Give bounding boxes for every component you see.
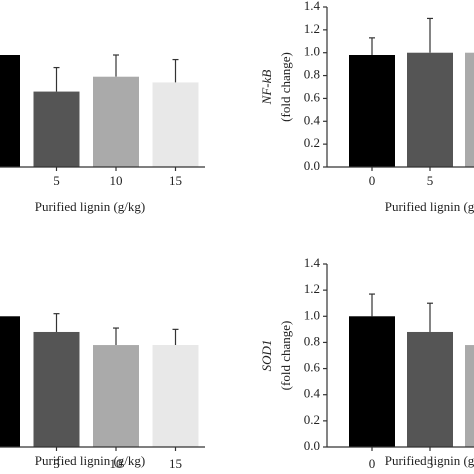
y-axis-label: (fold change) xyxy=(278,52,293,122)
y-axis-label: SOD1 xyxy=(259,340,274,372)
bar xyxy=(349,316,395,447)
x-axis-label: Purified lignin (g/kg) xyxy=(35,199,146,214)
bar xyxy=(0,55,20,167)
y-tick-label: 1.0 xyxy=(304,307,320,322)
y-tick-label: 0.0 xyxy=(304,158,320,173)
x-tick-label: 0 xyxy=(369,456,376,471)
y-tick-label: 1.4 xyxy=(304,255,321,270)
x-tick-label: 5 xyxy=(53,173,60,188)
bar xyxy=(93,76,139,167)
y-tick-label: 0.6 xyxy=(304,360,321,375)
bar xyxy=(407,331,453,447)
bar xyxy=(349,55,395,167)
y-tick-label: 0.2 xyxy=(304,135,320,150)
bar xyxy=(0,316,20,447)
x-tick-label: 5 xyxy=(427,456,434,471)
y-tick-label: 0.4 xyxy=(304,112,321,127)
panel: 5 10 15 Purified lignin (g/kg) xyxy=(0,54,205,214)
bar xyxy=(33,331,80,447)
y-tick-label: 0.2 xyxy=(304,412,320,427)
bar xyxy=(407,52,453,167)
y-tick-label: 0.8 xyxy=(304,333,320,348)
x-axis-label: Purified lignin (g/kg) xyxy=(35,453,146,468)
x-tick-label: 0 xyxy=(369,173,376,188)
x-tick-label: 5 xyxy=(427,173,434,188)
y-tick-label: 0.0 xyxy=(304,438,320,453)
y-tick-label: 1.2 xyxy=(304,281,320,296)
x-axis-label: Purified lignin (g/kg) xyxy=(385,199,474,214)
y-tick-label: 0.8 xyxy=(304,67,320,82)
y-tick-label: 0.4 xyxy=(304,386,321,401)
bar xyxy=(465,52,474,167)
panel: 0 5 Purified lignin (g/kg) 0.0 0.2 0.4 0.6 0.8 1… xyxy=(259,0,474,214)
x-tick-label: 5 xyxy=(53,456,60,471)
y-tick-label: 1.2 xyxy=(304,21,320,36)
bar xyxy=(465,345,474,447)
x-tick-label: 15 xyxy=(169,173,182,188)
x-axis-label: Purified lignin (g/kg) xyxy=(385,453,474,468)
y-tick-label: 1.0 xyxy=(304,44,320,59)
y-tick-label: 0.6 xyxy=(304,89,321,104)
panel: 5 10 15 Purified lignin (g/kg) xyxy=(0,313,205,471)
y-axis-label: NF-kB xyxy=(259,70,274,106)
x-tick-label: 10 xyxy=(110,456,123,471)
bar xyxy=(33,91,80,167)
y-axis-label: (fold change) xyxy=(278,321,293,391)
bar xyxy=(152,82,199,167)
x-tick-label: 10 xyxy=(110,173,123,188)
bar xyxy=(152,345,199,447)
y-tick-label: 1.4 xyxy=(304,0,321,13)
x-tick-label: 15 xyxy=(169,456,182,471)
bar xyxy=(93,345,139,447)
